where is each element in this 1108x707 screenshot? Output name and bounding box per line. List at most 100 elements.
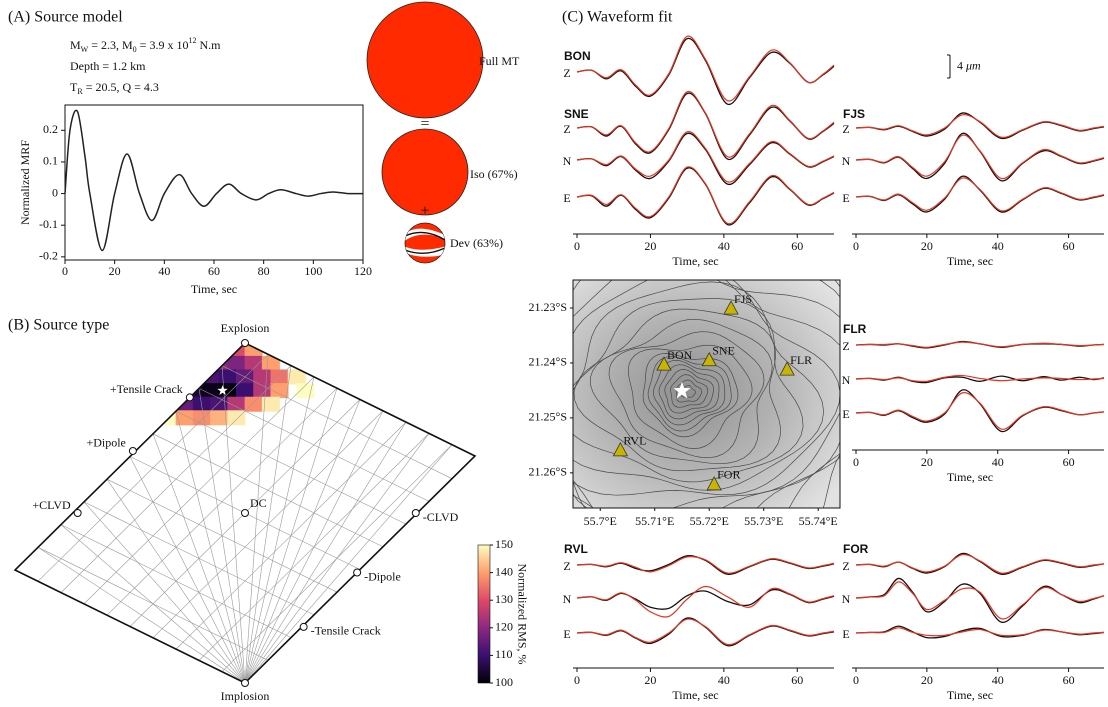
synthetic-trace <box>855 392 1105 430</box>
contour-line <box>670 374 709 408</box>
synthetic-trace <box>855 341 1105 348</box>
component-label: Z <box>842 122 849 136</box>
panel-label: (A) Source model <box>8 9 123 26</box>
operator: = <box>420 116 429 133</box>
component-label: Z <box>563 559 570 573</box>
contour-line <box>573 308 781 472</box>
station-name: FJS <box>843 107 865 121</box>
x-tick-label: 60 <box>1063 455 1075 469</box>
x-tick-label: 20 <box>109 264 121 278</box>
component-label: N <box>842 592 851 606</box>
x-tick-label: 60 <box>1063 239 1075 253</box>
synthetic-trace <box>576 618 835 646</box>
colorbar-tick-label: 100 <box>495 675 513 689</box>
contour-line <box>573 280 840 508</box>
parameter-part: = 2.3, M <box>88 38 133 52</box>
source-point <box>241 679 249 687</box>
colorbar <box>477 544 491 684</box>
station-label: FLR <box>790 353 812 367</box>
component-label: Z <box>563 66 570 80</box>
station-label: BON <box>667 348 693 362</box>
component-label: Z <box>842 559 849 573</box>
observed-trace <box>855 577 1105 623</box>
contour-line <box>658 364 720 420</box>
component-label: Z <box>563 122 570 136</box>
observed-trace <box>855 175 1105 213</box>
station-label: SNE <box>712 344 735 358</box>
misfit-cell <box>227 410 246 426</box>
synthetic-trace <box>576 585 835 618</box>
parameter-text: Depth = 1.2 km <box>70 59 146 73</box>
x-tick-label: 40 <box>992 455 1004 469</box>
x-tick-label: 0 <box>62 264 68 278</box>
parameter-part: 12 <box>188 36 196 45</box>
y-tick-label: 21.26°S <box>529 465 567 479</box>
contours <box>573 280 840 508</box>
parameter-part: M <box>70 38 81 52</box>
x-tick-label: 40 <box>718 239 730 253</box>
misfit-cell <box>261 355 280 371</box>
x-tick-label: 100 <box>304 264 322 278</box>
source-point <box>185 393 194 402</box>
source-point <box>241 339 249 347</box>
contour-line <box>590 318 773 465</box>
x-tick-label: 55.74°E <box>799 514 838 528</box>
parameter-part: W <box>81 45 89 54</box>
x-tick-label: 60 <box>208 264 220 278</box>
source-point-label: Implosion <box>221 689 270 703</box>
operator: + <box>420 203 429 220</box>
source-point <box>411 509 420 517</box>
beachball-label: Iso (67%) <box>470 167 518 181</box>
station-label: RVL <box>623 434 646 448</box>
contour-line <box>653 360 726 426</box>
x-tick-label: 0 <box>574 673 580 687</box>
source-point-label: Explosion <box>221 321 270 335</box>
station-marker <box>701 351 717 367</box>
scale-label: 4 μm <box>957 58 981 72</box>
station-marker <box>706 476 722 491</box>
grid-line <box>37 547 269 661</box>
source-point-label: -CLVD <box>423 510 459 524</box>
panel-label: (B) Source type <box>8 317 109 334</box>
contour-line <box>573 280 840 496</box>
grid-line <box>221 444 453 672</box>
station-marker <box>779 361 795 376</box>
x-tick-label: 20 <box>921 673 933 687</box>
source-point-label: DC <box>250 496 267 510</box>
misfit-cell <box>192 396 211 412</box>
observed-trace <box>855 112 1105 140</box>
grid-line <box>175 421 407 650</box>
grid-line <box>198 388 246 683</box>
y-axis-label: Normalized MRF <box>18 140 32 225</box>
contour-line <box>608 331 765 459</box>
epicenter-star <box>671 380 693 400</box>
source-point-label: +CLVD <box>32 498 71 512</box>
x-tick-label: 55.7°E <box>584 514 617 528</box>
colorbar-tick-label: 150 <box>495 537 513 551</box>
x-axis-label: Time, sec <box>947 470 993 484</box>
station-name: BON <box>564 49 591 63</box>
x-tick-label: 0 <box>853 455 859 469</box>
synthetic-trace <box>855 581 1105 620</box>
dev-beachball <box>404 222 446 264</box>
misfit-cell <box>261 396 280 412</box>
observed-trace <box>576 167 835 226</box>
x-tick-label: 80 <box>258 264 270 278</box>
station-name: FLR <box>843 322 867 336</box>
y-tick-label: -0.1 <box>39 217 58 231</box>
x-axis-label: Time, sec <box>947 688 993 702</box>
beachball-label: Dev (63%) <box>450 236 503 250</box>
parameter-part: = 20.5, Q = 4.3 <box>83 80 159 94</box>
y-tick-label: 0.2 <box>43 122 58 136</box>
component-label: N <box>842 373 851 387</box>
observed-trace <box>576 588 835 610</box>
best-fit-star <box>217 385 228 395</box>
source-point-label: +Tensile Crack <box>110 382 183 396</box>
misfit-cell <box>244 355 263 371</box>
grid-line <box>244 421 407 683</box>
plot-frame <box>64 104 364 261</box>
synthetic-trace <box>576 35 835 102</box>
colorbar-label: Normalized RMS, % <box>515 564 529 665</box>
misfit-cell <box>201 383 220 399</box>
x-tick-label: 40 <box>992 239 1004 253</box>
